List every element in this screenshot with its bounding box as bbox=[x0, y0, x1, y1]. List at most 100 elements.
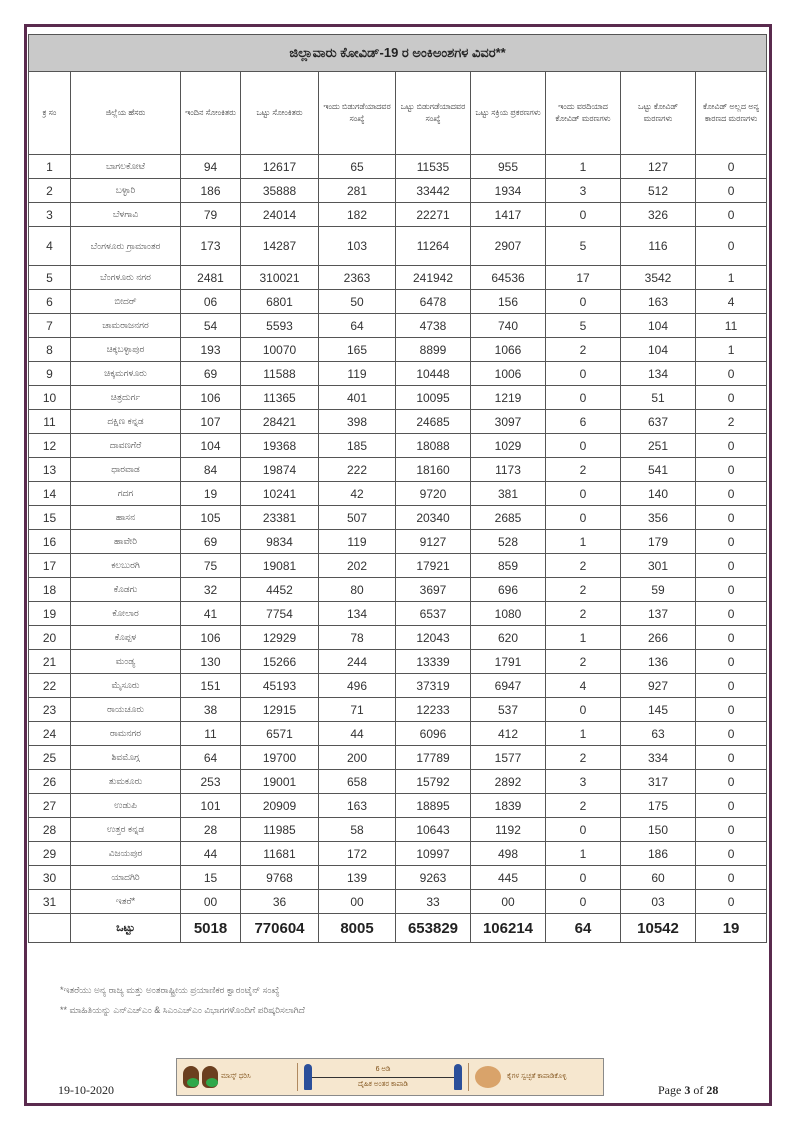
value-cell: 136 bbox=[620, 649, 696, 674]
hand-wash-icon bbox=[475, 1066, 501, 1088]
page-number: Page 3 of 28 bbox=[658, 1083, 718, 1098]
district-cell: ಇತರೆ* bbox=[70, 889, 181, 914]
value-cell: 60 bbox=[620, 865, 696, 890]
district-cell: ಯಾದಗಿರಿ bbox=[70, 865, 181, 890]
value-cell: 11264 bbox=[395, 226, 471, 266]
value-cell: 106 bbox=[180, 385, 241, 410]
district-cell: ಕೋಲಾರ bbox=[70, 601, 181, 626]
value-cell: 64 bbox=[180, 745, 241, 770]
header-row: ಕ್ರ ಸಂ ಜಿಲ್ಲೆಯ ಹೆಸರು ಇಂದಿನ ಸೋಂಕಿತರು ಒಟ್ಟು ಸ… bbox=[28, 71, 768, 155]
table-row: 4 ಬೆಂಗಳೂರು ಗ್ರಾಮಾಂತರ 173 14287 103 11264 2907 5… bbox=[28, 226, 768, 266]
column-header: ಒಟ್ಟು ಕೋವಿಡ್ ಮರಣಗಳು bbox=[620, 71, 696, 155]
value-cell: 202 bbox=[318, 553, 396, 578]
value-cell: 0 bbox=[545, 481, 621, 506]
value-cell: 71 bbox=[318, 697, 396, 722]
value-cell: 696 bbox=[470, 577, 546, 602]
serial-cell: 30 bbox=[28, 865, 71, 890]
district-cell: ದಾವಣಗೆರೆ bbox=[70, 433, 181, 458]
value-cell: 17 bbox=[545, 265, 621, 290]
table-row: 6 ಬೀದರ್ 06 6801 50 6478 156 0 163 4 bbox=[28, 289, 768, 314]
district-cell: ಗದಗ bbox=[70, 481, 181, 506]
value-cell: 266 bbox=[620, 625, 696, 650]
value-cell: 541 bbox=[620, 457, 696, 482]
value-cell: 18160 bbox=[395, 457, 471, 482]
value-cell: 17921 bbox=[395, 553, 471, 578]
value-cell: 2685 bbox=[470, 505, 546, 530]
value-cell: 186 bbox=[620, 841, 696, 866]
serial-cell: 16 bbox=[28, 529, 71, 554]
table-row: 21 ಮಂಡ್ಯ 130 15266 244 13339 1791 2 136 0 bbox=[28, 649, 768, 674]
total-cell bbox=[28, 913, 71, 943]
page-border bbox=[24, 24, 772, 1106]
district-cell: ಕಲಬುರಗಿ bbox=[70, 553, 181, 578]
total-cell: 770604 bbox=[240, 913, 319, 943]
value-cell: 13339 bbox=[395, 649, 471, 674]
value-cell: 512 bbox=[620, 178, 696, 203]
serial-cell: 21 bbox=[28, 649, 71, 674]
district-cell: ತುಮಕೂರು bbox=[70, 769, 181, 794]
value-cell: 3097 bbox=[470, 409, 546, 434]
district-cell: ಬೆಂಗಳೂರು ನಗರ bbox=[70, 265, 181, 290]
value-cell: 281 bbox=[318, 178, 396, 203]
value-cell: 6478 bbox=[395, 289, 471, 314]
value-cell: 173 bbox=[180, 226, 241, 266]
value-cell: 6537 bbox=[395, 601, 471, 626]
masked-woman-icon bbox=[202, 1066, 218, 1088]
value-cell: 2 bbox=[545, 337, 621, 362]
value-cell: 0 bbox=[694, 745, 768, 770]
value-cell: 0 bbox=[694, 625, 768, 650]
column-header: ಕೋವಿಡ್ ಅಲ್ಲದ ಅನ್ಯ ಕಾರಣದ ಮರಣಗಳು bbox=[694, 71, 768, 155]
total-cell: 10542 bbox=[620, 913, 696, 943]
value-cell: 10241 bbox=[240, 481, 319, 506]
value-cell: 33442 bbox=[395, 178, 471, 203]
value-cell: 101 bbox=[180, 793, 241, 818]
value-cell: 00 bbox=[180, 889, 241, 914]
table-row: 5 ಬೆಂಗಳೂರು ನಗರ 2481 310021 2363 241942 64536 17… bbox=[28, 265, 768, 290]
covid-awareness-banner: ಮಾಸ್ಕ್ ಧರಿಸಿ 6 ಅಡಿ ದೈಹಿಕ ಅಂತರ ಕಾಪಾಡಿ ಕೈಗ… bbox=[176, 1058, 604, 1096]
value-cell: 496 bbox=[318, 673, 396, 698]
footnote-others: *ಇತರೆಯು ಅನ್ಯ ರಾಜ್ಯ ಮತ್ತು ಅಂತರಾಷ್ಟ್ರೀಯ ಪ್… bbox=[60, 985, 280, 995]
value-cell: 0 bbox=[545, 289, 621, 314]
district-cell: ಕೊಪ್ಪಳ bbox=[70, 625, 181, 650]
value-cell: 740 bbox=[470, 313, 546, 338]
value-cell: 163 bbox=[318, 793, 396, 818]
value-cell: 80 bbox=[318, 577, 396, 602]
value-cell: 3 bbox=[545, 178, 621, 203]
value-cell: 45193 bbox=[240, 673, 319, 698]
value-cell: 182 bbox=[318, 202, 396, 227]
value-cell: 103 bbox=[318, 226, 396, 266]
value-cell: 64 bbox=[318, 313, 396, 338]
page-total: 28 bbox=[706, 1083, 719, 1097]
serial-cell: 20 bbox=[28, 625, 71, 650]
table-row: 9 ಚಿಕ್ಕಮಗಳೂರು 69 11588 119 10448 1006 0 134 0 bbox=[28, 361, 768, 386]
value-cell: 8899 bbox=[395, 337, 471, 362]
column-header: ಒಟ್ಟು ಸೋಂಕಿತರು bbox=[240, 71, 319, 155]
page-prefix: Page bbox=[658, 1083, 682, 1097]
value-cell: 69 bbox=[180, 529, 241, 554]
value-cell: 0 bbox=[694, 649, 768, 674]
table-title: ಜಿಲ್ಲಾವಾರು ಕೋವಿಡ್-19 ರ ಅಂಕಿಅಂಶಗಳ ವಿವರ** bbox=[27, 34, 768, 72]
value-cell: 151 bbox=[180, 673, 241, 698]
table-row: 16 ಹಾವೇರಿ 69 9834 119 9127 528 1 179 0 bbox=[28, 529, 768, 554]
value-cell: 537 bbox=[470, 697, 546, 722]
value-cell: 134 bbox=[620, 361, 696, 386]
value-cell: 4 bbox=[694, 289, 768, 314]
value-cell: 2363 bbox=[318, 265, 396, 290]
serial-cell: 25 bbox=[28, 745, 71, 770]
value-cell: 0 bbox=[545, 385, 621, 410]
district-cell: ಬೆಳಗಾವಿ bbox=[70, 202, 181, 227]
value-cell: 4 bbox=[545, 673, 621, 698]
serial-cell: 10 bbox=[28, 385, 71, 410]
value-cell: 0 bbox=[694, 817, 768, 842]
value-cell: 6 bbox=[545, 409, 621, 434]
district-cell: ಚಿಕ್ಕಮಗಳೂರು bbox=[70, 361, 181, 386]
serial-cell: 5 bbox=[28, 265, 71, 290]
value-cell: 69 bbox=[180, 361, 241, 386]
value-cell: 3 bbox=[545, 769, 621, 794]
value-cell: 104 bbox=[620, 313, 696, 338]
table-row: 26 ತುಮಕೂರು 253 19001 658 15792 2892 3 317 0 bbox=[28, 769, 768, 794]
mask-text: ಮಾಸ್ಕ್ ಧರಿಸಿ bbox=[221, 1073, 251, 1080]
distance-arrow-icon bbox=[312, 1076, 454, 1078]
value-cell: 0 bbox=[694, 889, 768, 914]
value-cell: 244 bbox=[318, 649, 396, 674]
